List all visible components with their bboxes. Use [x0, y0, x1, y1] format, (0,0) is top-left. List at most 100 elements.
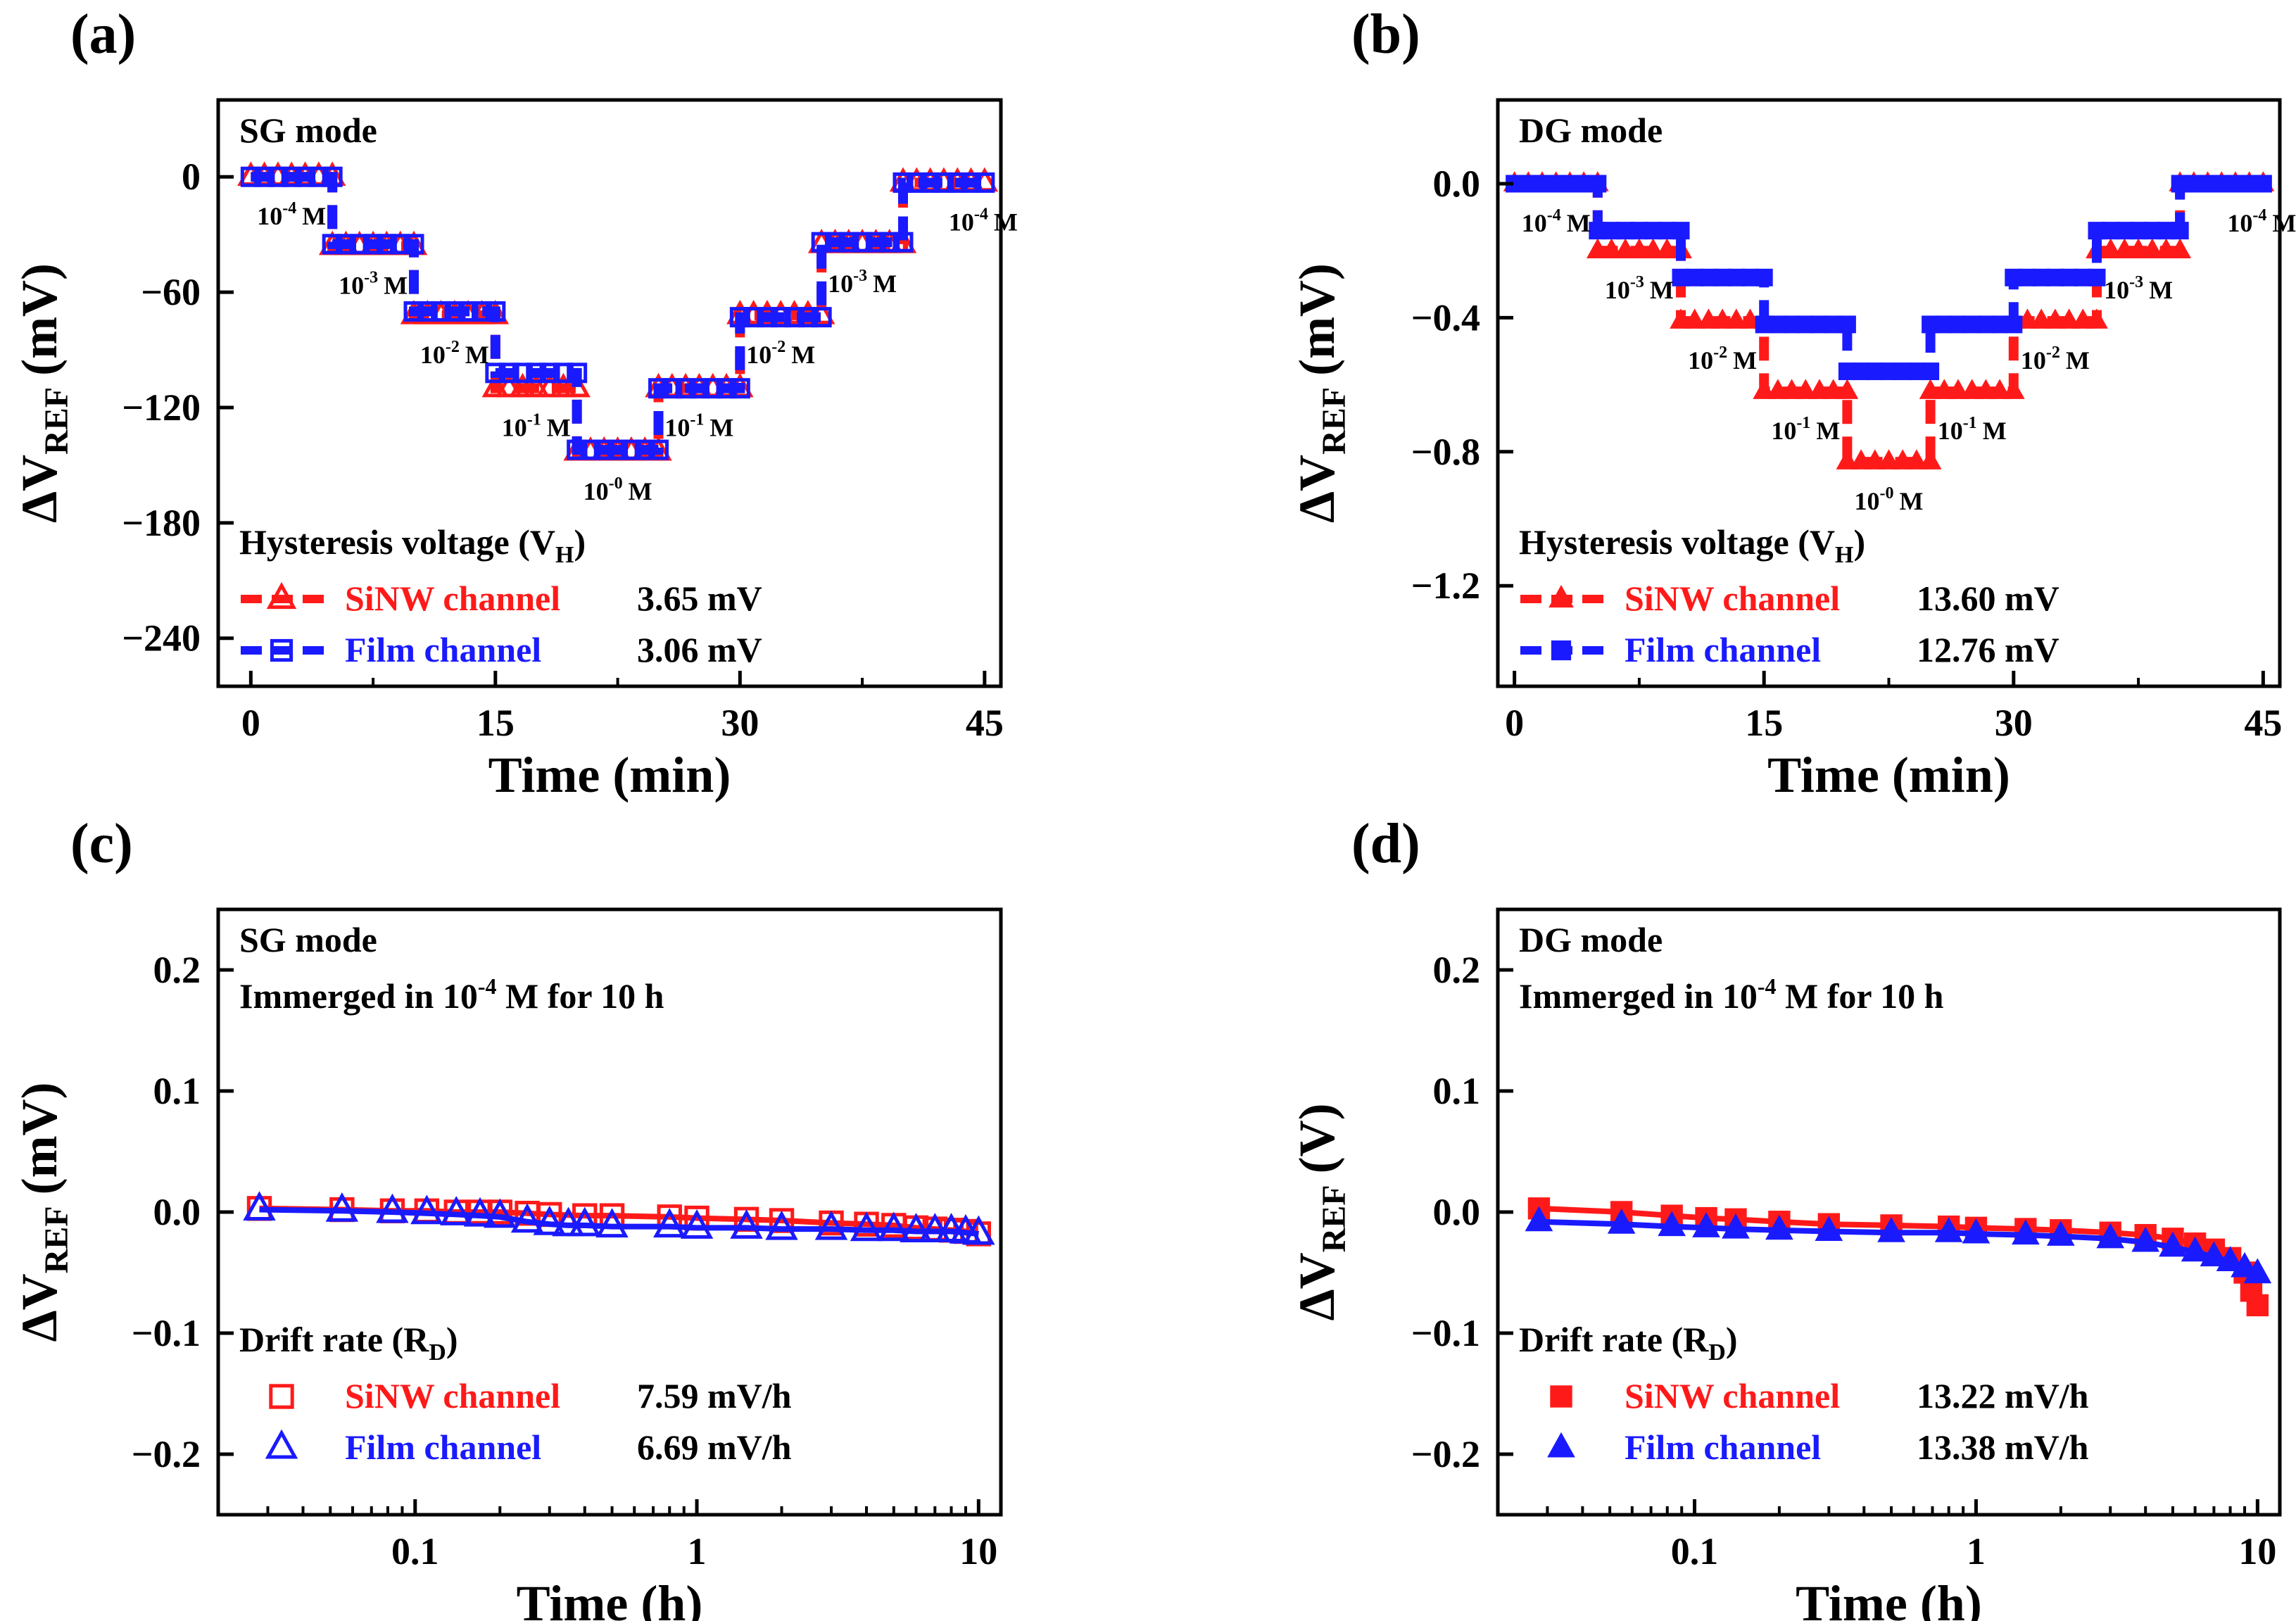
data-point	[743, 307, 764, 328]
conc-base: 10	[746, 341, 771, 369]
conc-unit: M	[465, 341, 489, 369]
data-point	[1934, 1217, 1963, 1242]
conc-unit: M	[2149, 276, 2173, 304]
conc-unit: M	[629, 477, 652, 505]
y-label-sub: REF	[38, 1206, 75, 1273]
legend-value: 6.69 mV/h	[637, 1427, 792, 1467]
concentration-label: 10-0 M	[584, 474, 652, 505]
y-tick-label: −0.2	[132, 1433, 201, 1475]
y-tick-label: 0	[182, 156, 201, 198]
data-point	[1822, 379, 1845, 399]
conc-base: 10	[2104, 276, 2129, 304]
data-point	[593, 439, 614, 460]
legend-item: SiNW channel 13.22 mV/h	[1550, 1376, 2089, 1415]
conc-exponent: -0	[1880, 484, 1894, 503]
data-point	[308, 166, 329, 187]
panel-c: (c) 0.1 1 10 0.2 0.1 0.0 −0.1 −0.2 Time (h) ΔVREF (…	[11, 813, 1003, 1621]
data-point	[1655, 238, 1679, 258]
x-axis-label: Time (h)	[517, 1575, 703, 1621]
y-tick-label: −0.4	[1411, 296, 1480, 339]
conc-unit: M	[994, 208, 1018, 236]
ticks: 0.1 1 10 0.2 0.1 0.0 −0.1 −0.2	[132, 949, 998, 1572]
mode-label: DG mode	[1519, 920, 1663, 959]
conc-unit: M	[1983, 417, 2007, 445]
data-point	[431, 301, 452, 322]
data-point	[440, 1196, 473, 1225]
data-point	[362, 234, 384, 255]
conc-base: 10	[1605, 276, 1630, 304]
data-point	[947, 172, 968, 193]
conc-unit: M	[547, 414, 571, 442]
y-tick-label: 0.0	[153, 1191, 201, 1233]
panel-a: (a) 0 15 30 45 0 −60 −120 −180 −240 Time (min) ΔVRE…	[11, 4, 1018, 803]
conc-unit: M	[2272, 209, 2296, 237]
data-point	[536, 372, 564, 398]
conc-exponent: -0	[609, 474, 623, 493]
y-label-unit: (V)	[1289, 1103, 1345, 1173]
data-point	[510, 1203, 544, 1233]
conc-unit: M	[873, 270, 897, 298]
concentration-label: 10-4 M	[949, 205, 1018, 236]
x-tick-label: 1	[688, 1530, 707, 1572]
data-point	[1697, 308, 1720, 329]
conditions-exponent: -4	[478, 973, 497, 999]
concentration-label: 10-1 M	[1771, 414, 1840, 445]
concentration-label: 10-3 M	[2104, 273, 2173, 304]
ticks: 0 15 30 45 0 −60 −120 −180 −240	[122, 156, 1004, 744]
data-point	[920, 172, 941, 193]
data-point	[481, 372, 510, 398]
data-point	[472, 301, 493, 322]
data-point	[814, 1210, 848, 1240]
y-label-sub: REF	[38, 387, 75, 455]
data-point	[702, 378, 724, 399]
data-point	[961, 172, 982, 193]
data-point	[335, 234, 356, 255]
data-point	[1905, 449, 1928, 469]
data-point	[716, 378, 737, 399]
y-label-sub: REF	[1316, 387, 1353, 455]
data-point	[2181, 1236, 2209, 1262]
data-point	[962, 1215, 995, 1245]
data-point	[1891, 449, 1915, 469]
legend-title-close: )	[1726, 1320, 1738, 1359]
data-point	[322, 234, 343, 255]
data-point	[522, 372, 550, 398]
conc-base: 10	[257, 202, 282, 230]
data-point	[2096, 1223, 2125, 1249]
x-tick-label: 10	[2238, 1530, 2276, 1572]
conc-exponent: -1	[527, 411, 541, 429]
plot-frame	[1496, 98, 2282, 688]
data-point	[553, 362, 574, 384]
conc-exponent: -4	[2252, 206, 2266, 225]
data-point	[1670, 308, 1692, 329]
legend-series-name: Film channel	[1625, 630, 1821, 669]
legend-item: Film channel 12.76 mV	[1520, 630, 2060, 669]
data-point	[1919, 379, 1942, 399]
data-point	[1589, 175, 1607, 193]
legend-series-name: SiNW channel	[1625, 1376, 1840, 1415]
x-tick-label: 0	[241, 702, 260, 744]
y-axis-label: ΔVREF (V)	[1289, 1103, 1353, 1320]
conc-exponent: -3	[2129, 273, 2143, 291]
mode-label: SG mode	[239, 920, 377, 959]
data-point	[2155, 238, 2178, 258]
data-point	[1877, 449, 1900, 469]
legend-title: Drift rate (RD)	[239, 1320, 458, 1365]
data-point	[2131, 1226, 2160, 1252]
data-point	[1974, 379, 1998, 399]
data-point	[509, 372, 536, 398]
concentration-label: 10-1 M	[502, 411, 571, 442]
conc-exponent: -1	[1963, 414, 1977, 432]
y-label-unit: (mV)	[11, 263, 68, 376]
legend-value: 13.22 mV/h	[1917, 1376, 2089, 1415]
data-point	[824, 232, 845, 253]
data-point	[1933, 379, 1956, 399]
data-point	[1808, 379, 1831, 399]
data-point	[1877, 1217, 1905, 1242]
concentration-label: 10-0 M	[1855, 484, 1924, 515]
y-tick-label: 0.2	[153, 949, 201, 991]
data-point	[1850, 449, 1872, 469]
data-point	[512, 362, 533, 384]
conc-unit: M	[709, 414, 733, 442]
data-point	[1960, 379, 1983, 399]
